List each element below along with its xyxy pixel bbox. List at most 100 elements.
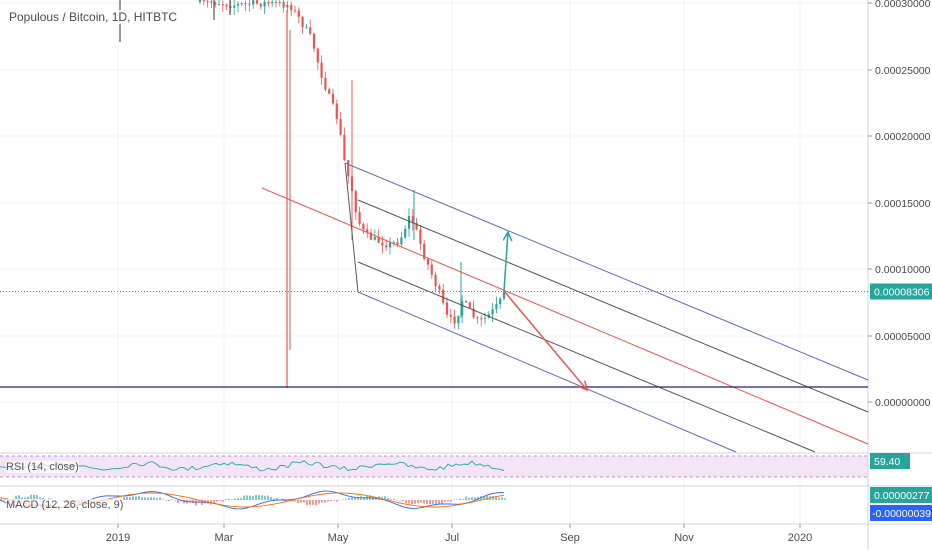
macd-histogram-bar [21, 497, 23, 500]
macd-histogram-bar [450, 500, 452, 502]
macd-histogram-bar [456, 499, 458, 500]
macd-histogram-bar [477, 496, 479, 500]
macd-histogram-bar [183, 500, 185, 504]
macd-histogram-bar [39, 497, 41, 500]
macd-histogram-bar [492, 496, 494, 500]
macd-histogram-bar [270, 496, 272, 500]
macd-histogram-bar [219, 500, 221, 501]
macd-histogram-bar [171, 499, 173, 500]
candle-body [415, 223, 418, 230]
macd-histogram-bar [180, 500, 182, 502]
pitchfork-handle [344, 162, 359, 293]
candle-body [464, 301, 468, 303]
candle-body [468, 302, 471, 309]
candle-body [206, 0, 209, 2]
macd-badge-bg [870, 487, 932, 503]
macd-histogram-bar [213, 500, 215, 504]
candle-body [316, 48, 319, 63]
macd-histogram-bar [132, 496, 134, 500]
macd-histogram-bar [156, 498, 158, 500]
macd-histogram-bar [342, 499, 344, 501]
macd-histogram-bar [168, 500, 170, 502]
x-tick-label: Mar [215, 532, 234, 544]
candle-body [438, 286, 441, 290]
candles [119, 0, 506, 388]
candle-body [198, 0, 202, 2]
candle-body [400, 237, 403, 245]
candle-body [221, 4, 224, 6]
candle-body [434, 274, 437, 287]
macd-histogram-bar [30, 494, 32, 500]
macd-histogram-bar [216, 500, 218, 502]
y-tick-label: 0.00015000 [875, 198, 931, 210]
macd-histogram-bar [258, 495, 260, 500]
macd-histogram-bar [147, 497, 149, 500]
rsi-line [0, 460, 505, 472]
projection-arrow-up [504, 232, 508, 292]
macd-label: MACD (12, 26, close, 9) [6, 499, 124, 511]
last-price-badge: 0.00008306 [870, 283, 932, 300]
macd-histogram-bar [411, 500, 413, 505]
candle-body [343, 134, 346, 161]
macd-histogram-bar [306, 500, 308, 506]
macd-histogram-bar [198, 500, 200, 503]
macd-histogram-bar [447, 500, 449, 502]
channel-inner-line [357, 199, 869, 413]
macd-badge-bg [870, 505, 932, 521]
candle-body [381, 242, 384, 246]
macd-histogram-bar [363, 496, 365, 500]
candle-body [282, 2, 285, 8]
macd-histogram-bar [345, 499, 347, 500]
macd-value-label: 0.00000277 [874, 490, 930, 502]
candle-body [331, 93, 335, 104]
candle-body [358, 212, 361, 224]
macd-histogram-bar [252, 496, 254, 500]
macd-histogram-bar [135, 496, 137, 500]
macd-histogram-bar [420, 500, 422, 503]
macd-histogram-bar [222, 500, 224, 502]
candle-body [423, 243, 426, 260]
macd-histogram-bar [387, 497, 389, 500]
rsi-label: RSI (14, close) [6, 461, 79, 473]
y-tick-label: 0.00025000 [875, 65, 931, 77]
macd-histogram-bar [33, 495, 35, 500]
candle-body [320, 62, 323, 78]
macd-histogram-bar [0, 498, 2, 500]
rsi-band [0, 456, 868, 477]
candle-body [293, 10, 297, 12]
macd-histogram-bar [267, 495, 269, 500]
candle-body [225, 4, 228, 7]
candle-body [286, 4, 289, 8]
candle-body [442, 289, 445, 303]
candle-body [476, 317, 479, 319]
macd-histogram-bar [390, 499, 392, 500]
macd-histogram-bar [237, 498, 239, 500]
candle-body [236, 3, 240, 6]
macd-histogram-bar [336, 500, 338, 502]
candle-body [339, 118, 342, 135]
candle-body [267, 1, 270, 4]
candle-body [430, 264, 433, 275]
macd-histogram-bar [393, 499, 395, 500]
macd-histogram-bar [384, 496, 386, 500]
macd-histogram-bar [432, 500, 434, 504]
candle-body [362, 223, 365, 230]
macd-histogram-bar [177, 500, 179, 503]
candle-body [263, 1, 266, 7]
candle-body [453, 316, 456, 324]
macd-histogram-bar [123, 497, 125, 500]
macd-histogram-bar [264, 495, 266, 500]
candle-body [217, 4, 221, 6]
macd-histogram-bar [318, 500, 320, 504]
candle-body [480, 318, 483, 320]
candle-body [449, 314, 452, 317]
rsi-badge-bg [870, 453, 910, 469]
macd-histogram-bar [402, 500, 404, 502]
y-axis: 0.00030000 0.00025000 0.00020000 0.00015000… [868, 0, 931, 409]
macd-histogram-bar [150, 496, 152, 500]
macd-histogram-bar [465, 496, 467, 500]
rsi-panel [0, 455, 868, 478]
macd-histogram-bar [126, 496, 128, 500]
candle-body [472, 308, 475, 318]
